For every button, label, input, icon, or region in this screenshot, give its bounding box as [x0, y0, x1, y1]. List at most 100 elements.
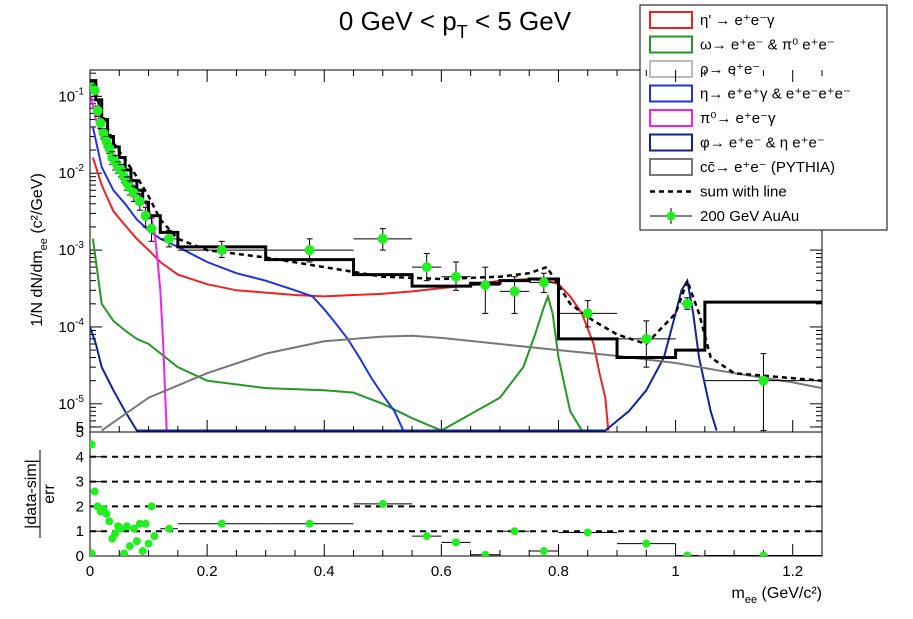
legend-entry-ccbar: cc̄→ e⁺e⁻ (PYTHIA) [649, 158, 835, 176]
curve-phi [90, 277, 718, 432]
residual-point [141, 519, 150, 528]
data-point [95, 117, 106, 130]
sim-histogram-line [90, 79, 822, 360]
data-point [353, 228, 413, 251]
residual-point [704, 551, 822, 556]
x-tick-label: 0.8 [548, 563, 569, 580]
curve-omega [91, 238, 583, 432]
residual-point [102, 509, 111, 518]
data-point [529, 272, 559, 294]
lower-reference-lines [90, 455, 822, 533]
lower-y-tick-label: 2 [76, 498, 84, 515]
curve-ccbar [101, 334, 822, 432]
data-point [617, 320, 676, 368]
legend-entry-eta: η→ e⁺e⁺γ & e⁺e⁻e⁺e⁻ [649, 84, 851, 103]
residual-point [353, 499, 413, 508]
residual-point [122, 522, 131, 531]
legend-label: sum with line [700, 184, 787, 201]
legend-entry-sum: sum with line [650, 184, 787, 201]
x-axis: 0 0.2 0.4 0.6 0.8 1 1.2 [86, 70, 823, 580]
residual-point [132, 537, 141, 546]
legend-entry-data: 200 GeV AuAu [650, 208, 799, 225]
residual-point [129, 524, 138, 533]
data-points [90, 82, 822, 431]
residual-point [529, 547, 559, 556]
residual-point [412, 532, 442, 541]
legend-label: η' → e⁺e⁻γ [700, 12, 775, 29]
y-tick-label: 10-4 [58, 317, 84, 336]
residual-point [147, 502, 156, 511]
legend-entry-eta-prime: η' → e⁺e⁻γ [649, 11, 775, 29]
residual-point [558, 528, 618, 537]
y-tick-label: 10-5 [58, 394, 84, 413]
legend: η' → e⁺e⁻γ ω→ e⁺e⁻ & π⁰ e⁺e⁻ ρ→ e⁺e⁻ η→ e⁺e… [639, 4, 888, 231]
residual-point [617, 539, 676, 548]
lower-plot-frame [89, 431, 823, 557]
data-point [704, 353, 822, 431]
legend-entry-phi: φ→ e⁺e⁻ & η e⁺e⁻ [649, 133, 825, 152]
x-axis-label: mee (GeV/c²) [732, 585, 822, 606]
x-tick-label: 0 [86, 563, 94, 580]
legend-label: π⁰→ e⁺e⁻γ [700, 110, 776, 127]
y-tick-label: 10-2 [58, 163, 84, 182]
curve-sum [91, 82, 822, 382]
data-point [412, 253, 442, 282]
data-point [470, 266, 500, 314]
x-tick-label: 1.2 [782, 563, 803, 580]
residual-point [119, 549, 128, 556]
legend-label: φ→ e⁺e⁻ & η e⁺e⁻ [700, 135, 825, 152]
sim-histogram [90, 79, 822, 360]
residual-point [105, 517, 114, 526]
data-point [140, 206, 151, 228]
lower-y-label: |data-sim| err [23, 450, 58, 538]
data-point [441, 261, 471, 291]
residual-point [125, 542, 134, 551]
legend-label: 200 GeV AuAu [700, 208, 799, 225]
residual-point [138, 547, 147, 556]
legend-entry-rho: ρ→ e⁺e⁻ [649, 60, 760, 78]
residual-point [90, 440, 96, 449]
legend-label: ω→ e⁺e⁻ & π⁰ e⁺e⁻ [700, 37, 835, 54]
lower-y-tick-label: 0 [76, 548, 84, 565]
upper-y-axis: 10-1 10-2 10-3 10-4 10-5 5 [58, 72, 822, 436]
data-point [177, 240, 266, 259]
legend-label: η→ e⁺e⁺γ & e⁺e⁻e⁺e⁻ [700, 86, 851, 103]
x-tick-label: 0.2 [197, 563, 218, 580]
y-tick-label: 10-1 [58, 86, 84, 105]
data-point [90, 84, 100, 97]
residual-point [160, 524, 178, 533]
legend-entry-pi0: π⁰→ e⁺e⁻γ [649, 109, 776, 127]
legend-entry-omega: ω→ e⁺e⁻ & π⁰ e⁺e⁻ [649, 35, 835, 54]
lower-y-label-numerator: |data-sim| [23, 459, 40, 529]
legend-label: cc̄→ e⁺e⁻ (PYTHIA) [700, 159, 835, 176]
data-point [681, 297, 694, 310]
curve-pi0 [90, 96, 168, 431]
upper-y-label: 1/N dN/dmee (c²/GeV) [29, 173, 50, 327]
data-point [265, 238, 354, 263]
residual-point [470, 550, 500, 556]
residual-point [135, 519, 144, 528]
data-point [160, 229, 178, 248]
data-point [92, 105, 103, 117]
data-point [128, 185, 139, 202]
lower-y-tick-label: 3 [76, 474, 84, 491]
lower-y-axis: 0 1 2 3 4 5 [76, 424, 822, 565]
y-tick-label: 10-3 [58, 240, 84, 259]
residual-point [265, 519, 354, 528]
residual-point [111, 529, 120, 538]
data-point [134, 193, 145, 211]
residual-point [177, 519, 266, 528]
y-tick-label: 5 [76, 419, 84, 436]
x-tick-label: 0.6 [431, 563, 452, 580]
legend-label: ρ→ e⁺e⁻ [700, 61, 760, 78]
residual-point [144, 539, 153, 548]
residual-point [441, 538, 471, 547]
residual-point [675, 551, 700, 556]
curve-eta [91, 126, 405, 431]
residual-point [90, 487, 99, 496]
data-point [499, 276, 530, 314]
x-tick-label: 1 [671, 563, 679, 580]
lower-y-tick-label: 4 [76, 449, 84, 466]
chart-title: 0 GeV < pT < 5 GeV [339, 6, 572, 42]
